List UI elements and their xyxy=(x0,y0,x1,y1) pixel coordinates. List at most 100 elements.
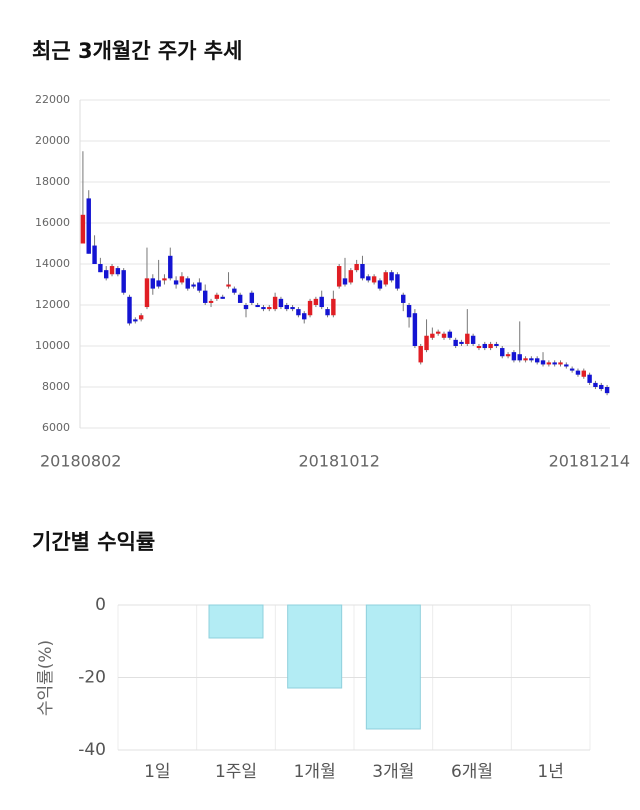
candle-body xyxy=(208,300,214,303)
candle-body xyxy=(424,335,429,351)
y-tick-label: 10000 xyxy=(35,339,70,352)
candle-body xyxy=(534,358,540,363)
candle-body xyxy=(482,343,487,349)
candle-body xyxy=(278,298,284,308)
y-axis-title: 수익률(%) xyxy=(36,640,56,716)
candle-body xyxy=(430,333,435,338)
candle-body xyxy=(552,362,557,365)
chart-title: 기간별 수익률 xyxy=(32,530,155,554)
candle-body xyxy=(575,370,581,375)
y-tick-label: 22000 xyxy=(35,93,70,106)
candle-body xyxy=(395,274,400,289)
x-tick-label: 1개월 xyxy=(294,762,336,782)
candle-body xyxy=(156,280,161,287)
candle-body xyxy=(342,278,348,285)
candle-body xyxy=(319,296,324,308)
candle-body xyxy=(92,245,97,264)
candle-body xyxy=(296,309,301,316)
candle-body xyxy=(389,272,394,281)
candle-body xyxy=(465,333,470,344)
candle-body xyxy=(383,272,388,285)
y-tick-label: 12000 xyxy=(35,298,70,311)
candle-body xyxy=(604,387,610,394)
x-tick-label: 20181214 xyxy=(549,452,630,471)
candle-body xyxy=(500,348,505,357)
candle-body xyxy=(325,309,330,316)
candle-body xyxy=(203,290,208,303)
candle-body xyxy=(302,313,307,320)
candle-body xyxy=(354,264,359,271)
candle-body xyxy=(144,278,150,308)
candle-body xyxy=(435,331,441,334)
candle-body xyxy=(488,343,493,349)
candle-body xyxy=(138,315,144,320)
candle-body xyxy=(593,382,598,387)
candle-body xyxy=(214,294,220,299)
candle-body xyxy=(307,300,313,316)
candle-body xyxy=(80,214,86,244)
candle-body xyxy=(168,255,173,279)
candle-body xyxy=(162,278,167,281)
y-tick-label: 20000 xyxy=(35,134,70,147)
y-tick-label: 14000 xyxy=(35,257,70,270)
candle-body xyxy=(412,313,418,346)
candle-body xyxy=(377,280,383,289)
y-tick-label: 8000 xyxy=(42,380,70,393)
candle-body xyxy=(197,282,202,291)
candle-body xyxy=(564,364,569,367)
bar xyxy=(208,604,264,639)
candle-body xyxy=(98,264,103,273)
candle-body xyxy=(558,362,563,365)
chart-title: 최근 3개월간 주가 추세 xyxy=(32,39,242,63)
candle-body xyxy=(173,280,179,285)
candle-body xyxy=(511,352,517,361)
candle-body xyxy=(505,354,511,357)
candle-body xyxy=(529,358,534,361)
candle-body xyxy=(453,339,458,346)
candle-body xyxy=(150,278,156,289)
candle-body xyxy=(290,307,295,310)
candle-body xyxy=(331,298,336,316)
candle-body xyxy=(476,346,482,349)
candle-body xyxy=(109,266,115,275)
candle-body xyxy=(261,307,266,310)
candle-body xyxy=(459,341,464,344)
candle-body xyxy=(540,360,546,365)
bar xyxy=(287,604,343,689)
candle-body xyxy=(237,294,243,303)
candle-body xyxy=(569,368,575,371)
x-tick-label: 20181012 xyxy=(298,452,379,471)
candle-body xyxy=(191,284,196,287)
bar xyxy=(365,604,421,730)
x-tick-label: 6개월 xyxy=(451,762,493,782)
candle-body xyxy=(179,276,185,283)
candle-body xyxy=(249,292,255,303)
x-tick-label: 20180802 xyxy=(40,452,121,471)
candle-body xyxy=(121,270,126,293)
candle-body xyxy=(447,331,453,338)
candle-body xyxy=(494,343,499,346)
candle-body xyxy=(226,284,231,287)
candle-body xyxy=(272,296,278,310)
candle-body xyxy=(220,296,225,299)
y-tick-label: 16000 xyxy=(35,216,70,229)
candle-body xyxy=(127,296,132,324)
candle-body xyxy=(371,276,377,283)
candle-body xyxy=(441,333,447,338)
candle-body xyxy=(255,305,260,308)
candle-body xyxy=(232,288,237,293)
candle-body xyxy=(366,276,371,281)
candle-body xyxy=(115,268,121,275)
candle-body xyxy=(313,298,319,305)
candle-body xyxy=(546,362,552,365)
candle-body xyxy=(581,370,587,377)
y-tick-label: -40 xyxy=(78,740,106,760)
x-tick-label: 1년 xyxy=(537,762,563,782)
candle-body xyxy=(243,305,249,310)
candle-body xyxy=(401,294,406,303)
candle-body xyxy=(133,319,138,322)
candle-body xyxy=(587,374,592,383)
y-tick-label: -20 xyxy=(78,668,106,688)
candle-body xyxy=(523,358,528,361)
